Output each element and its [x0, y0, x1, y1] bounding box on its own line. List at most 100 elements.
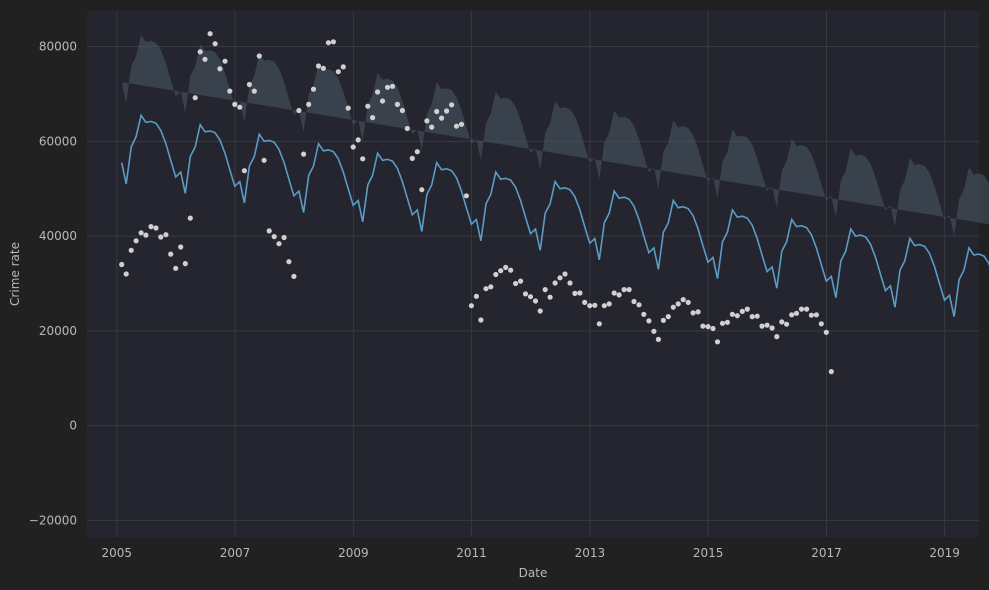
observed-point — [655, 336, 662, 342]
observed-point — [340, 64, 346, 70]
x-tick-label: 2015 — [693, 546, 724, 560]
observed-point — [724, 319, 731, 325]
observed-point — [552, 280, 558, 286]
observed-point — [734, 313, 740, 319]
observed-point — [449, 102, 455, 108]
observed-point — [453, 123, 460, 129]
observed-point — [473, 293, 479, 299]
observed-point — [463, 193, 469, 199]
observed-point — [379, 98, 386, 104]
y-axis-ticks: −20000 0 20000 40000 60000 80000 — [29, 40, 77, 528]
observed-point — [399, 107, 405, 114]
observed-point — [335, 69, 341, 75]
observed-point — [695, 309, 701, 315]
observed-point — [562, 271, 568, 277]
observed-point — [557, 275, 563, 281]
observed-point — [567, 280, 573, 286]
x-tick-label: 2009 — [338, 546, 369, 560]
observed-point — [148, 224, 154, 230]
observed-point — [187, 215, 193, 221]
forecast-line — [120, 113, 989, 317]
observed-point — [414, 149, 420, 155]
x-tick-label: 2007 — [220, 546, 251, 560]
observed-point — [138, 230, 144, 236]
observed-point — [370, 115, 376, 121]
observed-point — [424, 118, 430, 124]
observed-point — [271, 234, 277, 240]
observed-point — [808, 312, 815, 318]
observed-point — [616, 292, 622, 298]
observed-point — [123, 271, 129, 277]
observed-point — [577, 290, 583, 296]
observed-point — [508, 267, 514, 273]
observed-point — [281, 234, 287, 241]
observed-point — [631, 298, 637, 305]
plot-area — [87, 11, 979, 537]
observed-point — [345, 105, 351, 111]
observed-point — [315, 63, 322, 69]
observed-point — [330, 39, 336, 45]
observed-point — [774, 334, 780, 340]
x-tick-label: 2011 — [456, 546, 487, 560]
observed-point — [301, 151, 307, 157]
x-axis-label: Date — [519, 566, 548, 580]
observed-point — [276, 241, 282, 247]
observed-point — [212, 41, 218, 47]
observed-point — [749, 314, 755, 320]
observed-point — [202, 56, 208, 62]
observed-point — [483, 286, 489, 292]
observed-point — [286, 259, 292, 265]
observed-point — [434, 108, 440, 115]
observed-point — [729, 311, 736, 317]
observed-point — [404, 125, 410, 132]
observed-point — [143, 232, 149, 238]
observed-point — [178, 244, 184, 250]
observed-point — [241, 168, 247, 174]
observed-point — [784, 321, 790, 327]
observed-point — [375, 89, 381, 95]
observed-point — [513, 280, 519, 287]
observed-point — [310, 86, 317, 92]
observed-point — [360, 156, 366, 162]
observed-point — [468, 303, 474, 309]
observed-point — [153, 225, 159, 231]
y-tick-label: 80000 — [39, 40, 77, 54]
observed-point — [503, 264, 509, 270]
observed-point — [769, 325, 775, 331]
observed-point — [547, 294, 553, 300]
observed-point — [793, 310, 800, 316]
observed-point — [670, 304, 676, 310]
observed-point — [572, 290, 578, 296]
x-tick-label: 2017 — [811, 546, 842, 560]
observed-point — [705, 324, 711, 330]
observed-point — [621, 287, 627, 293]
observed-point — [158, 234, 164, 240]
observed-point — [518, 278, 524, 284]
observed-point — [355, 137, 361, 143]
observed-point — [365, 103, 371, 109]
grid-lines — [87, 11, 979, 537]
observed-point — [665, 314, 671, 320]
observed-point — [197, 49, 203, 55]
observed-point — [488, 284, 494, 290]
observed-point — [754, 313, 760, 319]
observed-point — [256, 53, 262, 59]
observed-point — [779, 319, 785, 325]
observed-point — [828, 369, 834, 375]
observed-point — [478, 317, 484, 323]
x-axis-ticks: 2005 2007 2009 2011 2013 2015 2017 2019 — [102, 546, 960, 560]
observed-point — [192, 95, 198, 101]
observed-point — [493, 271, 499, 278]
observed-point — [251, 88, 257, 94]
y-tick-label: 60000 — [39, 134, 77, 148]
observed-point — [429, 124, 435, 130]
observed-point — [537, 308, 543, 314]
observed-point — [182, 261, 188, 267]
observed-point — [813, 312, 820, 318]
observed-point — [291, 273, 297, 279]
observed-point — [350, 144, 356, 150]
observed-point — [227, 88, 233, 94]
observed-point — [217, 66, 223, 72]
observed-point — [789, 312, 795, 318]
observed-point — [384, 84, 391, 90]
